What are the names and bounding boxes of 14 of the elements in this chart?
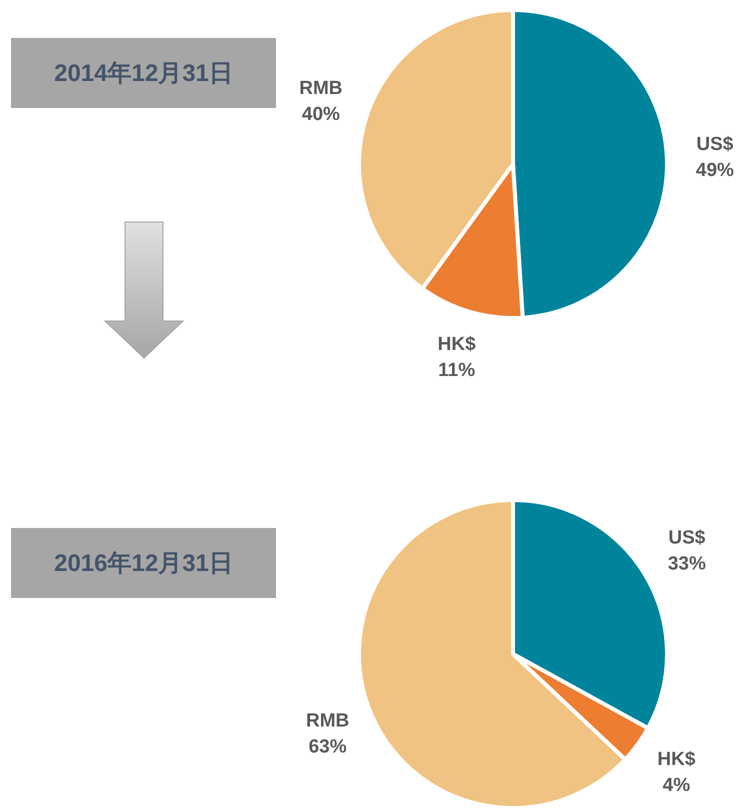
slice-label: HK$ (657, 748, 696, 770)
text: 2014年12月31日 (11, 38, 276, 108)
data-label: 63% (308, 736, 347, 758)
data-label: 49% (696, 160, 734, 181)
text: 2016年12月31日 (11, 528, 276, 598)
data-label: 40% (302, 104, 340, 125)
slice-label: US$ (696, 134, 734, 155)
slice-label: HK$ (438, 334, 476, 356)
slice-label: RMB (299, 78, 343, 99)
slice-label: RMB (306, 710, 350, 732)
data-label: 11% (438, 360, 476, 382)
data-label: 4% (662, 774, 690, 796)
slice-label: US$ (668, 527, 706, 548)
data-label: 33% (668, 553, 706, 574)
